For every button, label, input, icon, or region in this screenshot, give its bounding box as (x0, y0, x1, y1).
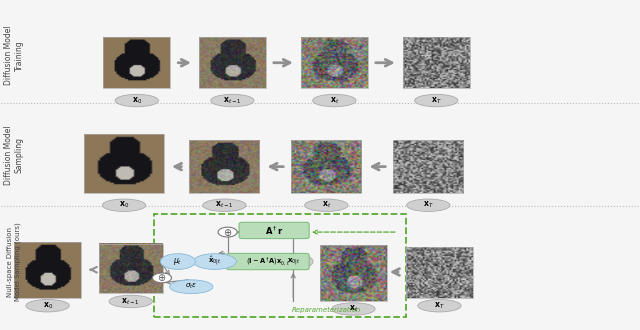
Text: $\mathbf{x}_T$: $\mathbf{x}_T$ (423, 200, 434, 211)
Text: $\oplus$: $\oplus$ (157, 272, 166, 283)
Ellipse shape (305, 199, 348, 212)
Circle shape (152, 273, 172, 283)
FancyBboxPatch shape (239, 222, 309, 239)
Ellipse shape (418, 300, 461, 312)
Text: $\mathbf{x}_t$: $\mathbf{x}_t$ (322, 200, 331, 211)
Ellipse shape (109, 295, 152, 308)
Ellipse shape (211, 94, 254, 107)
Text: Null-space Diffusion
Model Sampling (ours): Null-space Diffusion Model Sampling (our… (8, 222, 21, 301)
Ellipse shape (102, 199, 146, 212)
Ellipse shape (406, 199, 450, 212)
Text: $\hat{\mathbf{x}}_{0|t}$: $\hat{\mathbf{x}}_{0|t}$ (208, 255, 221, 268)
Ellipse shape (193, 254, 237, 269)
Text: $\mathbf{x}_t$: $\mathbf{x}_t$ (349, 304, 358, 314)
Text: Diffusion Model
Training: Diffusion Model Training (4, 25, 24, 85)
Ellipse shape (161, 254, 195, 269)
Text: $\mu_t$: $\mu_t$ (173, 256, 182, 267)
Text: $\mathbf{x}_0$: $\mathbf{x}_0$ (132, 95, 142, 106)
Text: $\mathbf{x}_{0|t}$: $\mathbf{x}_{0|t}$ (287, 256, 300, 267)
Text: $(\mathbf{I}-\mathbf{A}^\dagger\mathbf{A})\mathbf{x}_{0,t}$: $(\mathbf{I}-\mathbf{A}^\dagger\mathbf{A… (246, 255, 290, 268)
Ellipse shape (332, 303, 375, 315)
Text: $\mathbf{A}^\dagger\mathbf{r}$: $\mathbf{A}^\dagger\mathbf{r}$ (265, 224, 284, 237)
Text: $\mathbf{x}_{t-1}$: $\mathbf{x}_{t-1}$ (223, 95, 242, 106)
Text: $\mathbf{x}_T$: $\mathbf{x}_T$ (434, 300, 445, 311)
Ellipse shape (415, 94, 458, 107)
Text: $\mathbf{x}_{t-1}$: $\mathbf{x}_{t-1}$ (122, 296, 140, 307)
Text: Reparameterization: Reparameterization (292, 307, 361, 313)
Ellipse shape (26, 300, 69, 312)
Ellipse shape (203, 199, 246, 212)
Text: $\mathbf{x}_0$: $\mathbf{x}_0$ (42, 300, 52, 311)
Text: $\mathbf{x}_0$: $\mathbf{x}_0$ (119, 200, 129, 211)
Ellipse shape (273, 254, 313, 269)
Text: Diffusion Model
Sampling: Diffusion Model Sampling (4, 125, 24, 185)
Text: $\mathbf{x}_{t-1}$: $\mathbf{x}_{t-1}$ (215, 200, 234, 211)
Ellipse shape (313, 94, 356, 107)
Text: $\sigma_t\epsilon$: $\sigma_t\epsilon$ (185, 282, 197, 291)
Ellipse shape (115, 94, 159, 107)
Ellipse shape (170, 280, 213, 294)
Circle shape (218, 227, 237, 237)
Text: $\oplus$: $\oplus$ (223, 227, 232, 238)
FancyBboxPatch shape (227, 253, 309, 270)
Text: $\mathbf{x}_T$: $\mathbf{x}_T$ (431, 95, 442, 106)
Text: $\mathbf{x}_t$: $\mathbf{x}_t$ (330, 95, 339, 106)
